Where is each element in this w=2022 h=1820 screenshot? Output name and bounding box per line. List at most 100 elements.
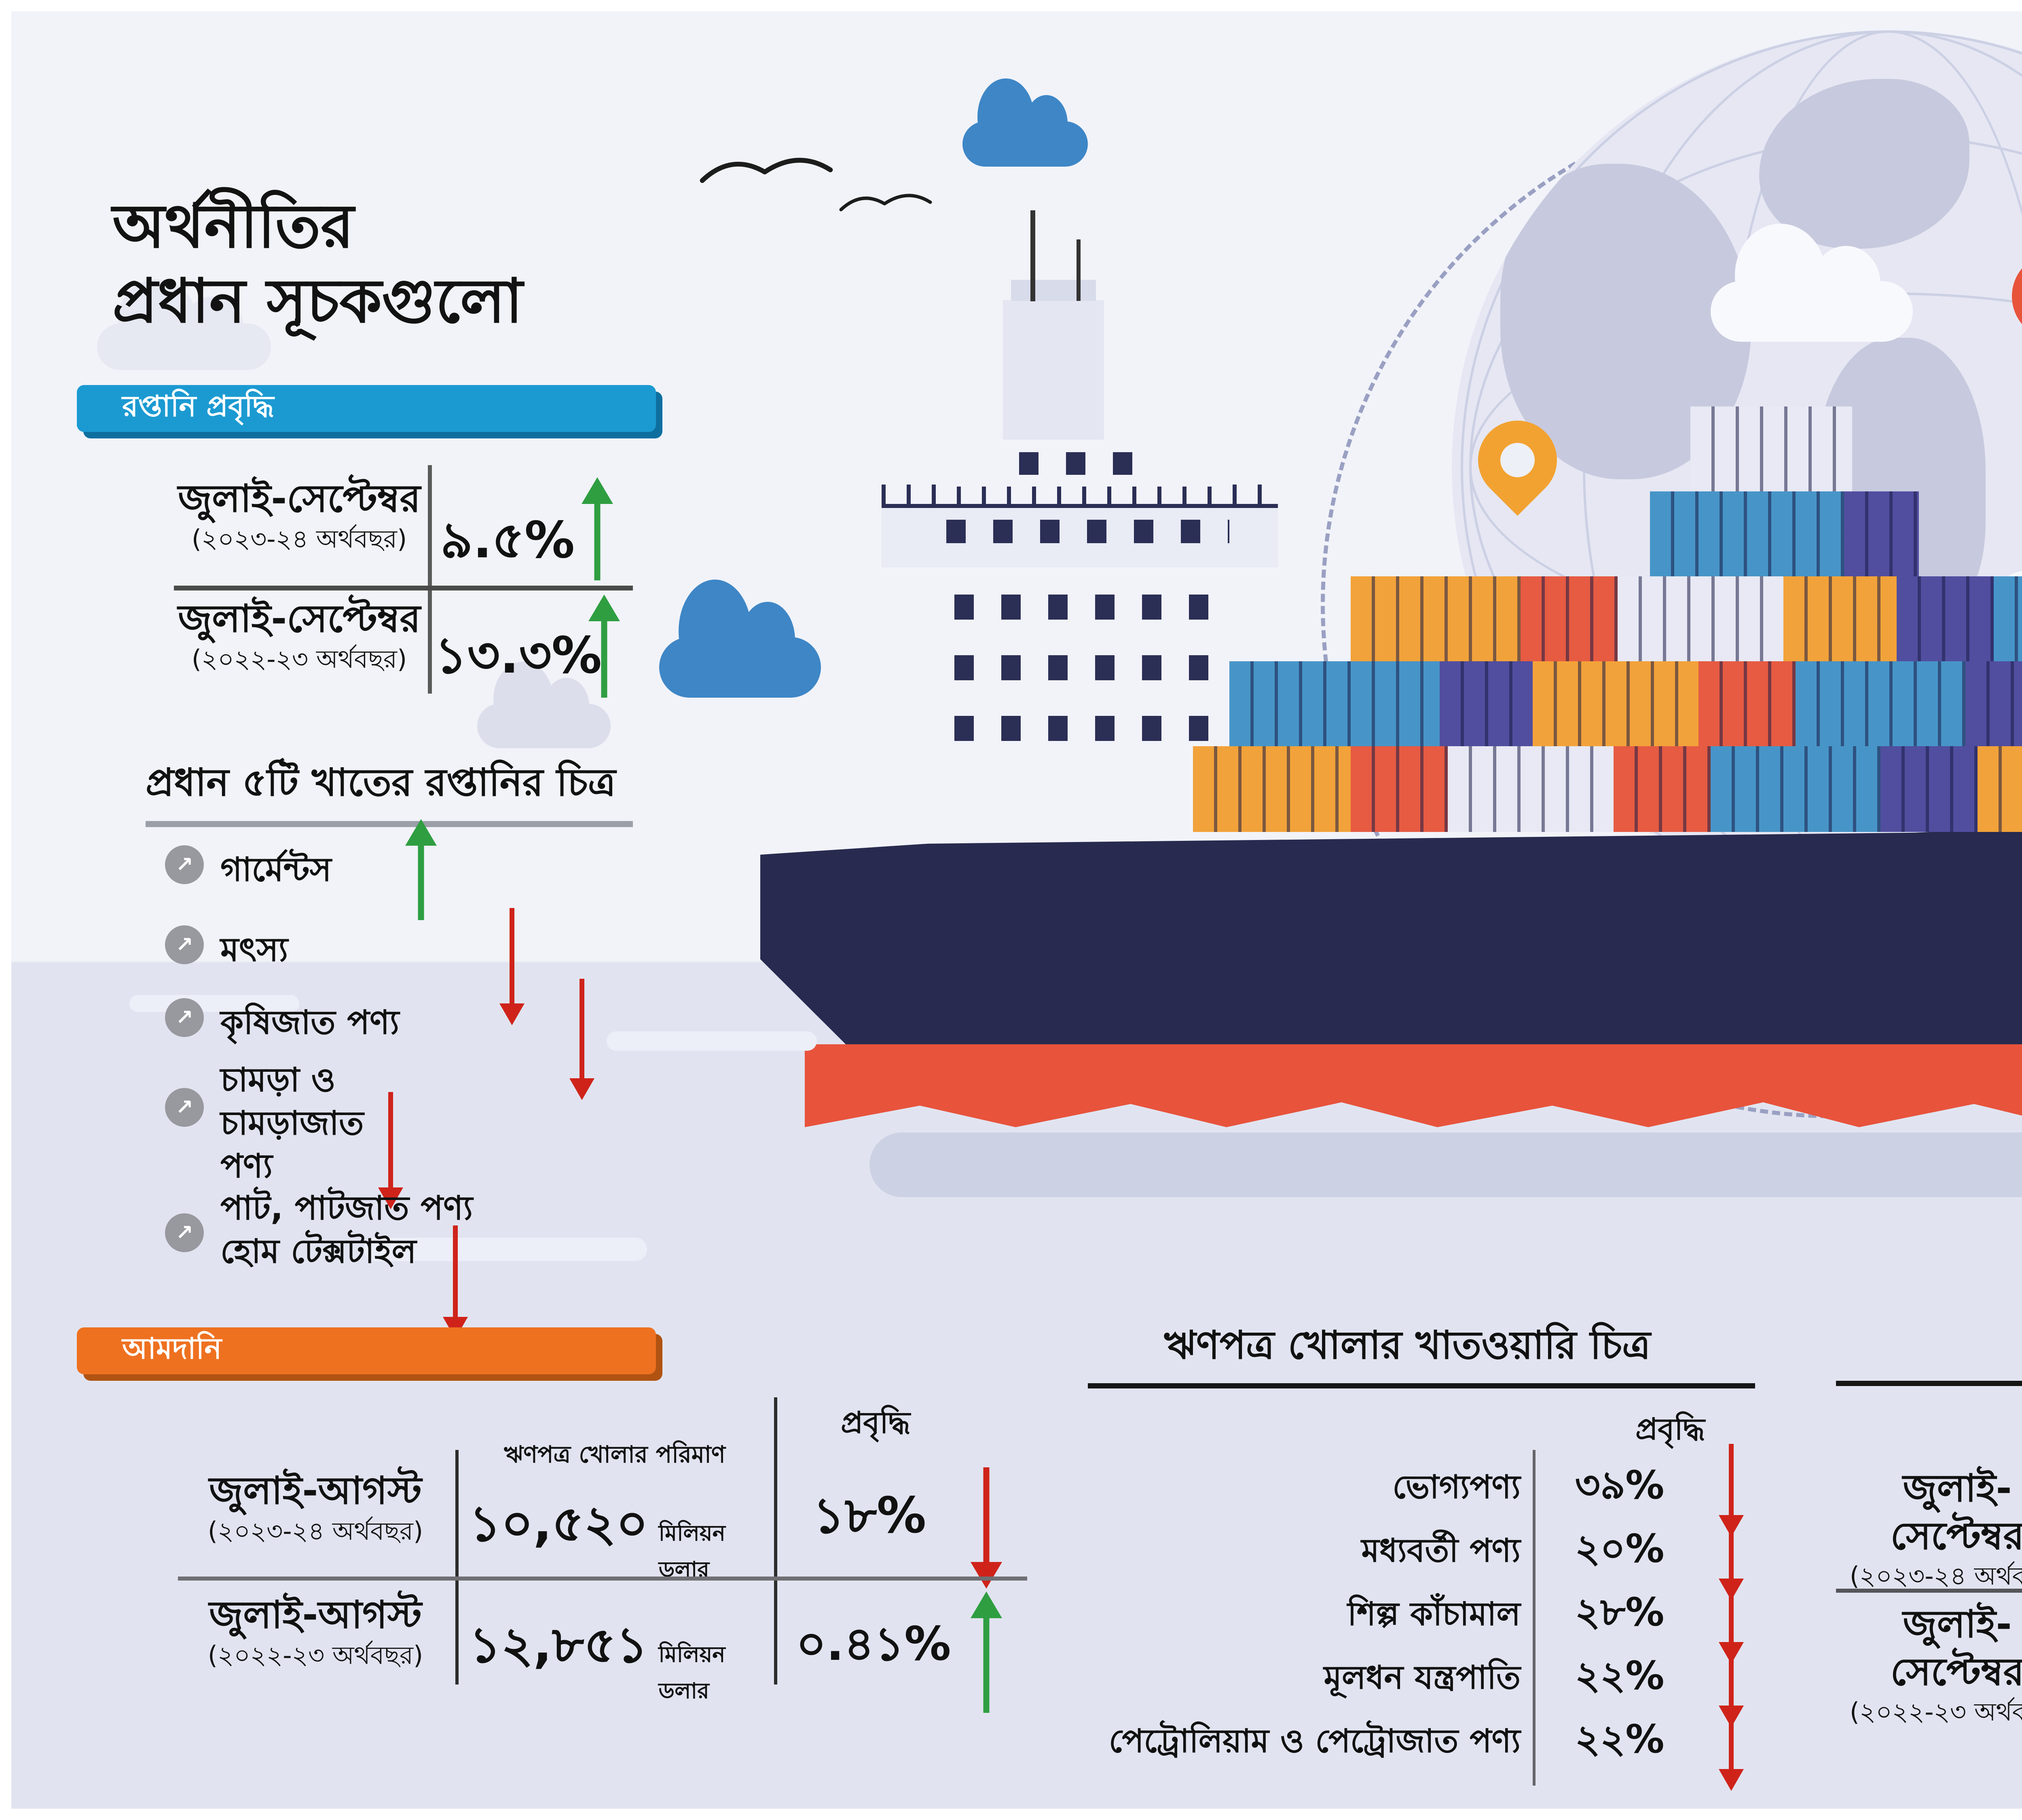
container: [1650, 491, 1844, 577]
import-amount: ১২,৮৫১ মিলিয়ন ডলার: [469, 1606, 768, 1710]
sector-label: চামড়া ও চামড়াজাত পণ্য: [220, 1061, 364, 1186]
bird-icon: [839, 194, 932, 212]
container: [1533, 661, 1698, 747]
container: [1618, 576, 1783, 662]
ship-windows: [954, 595, 1209, 620]
container: [1783, 576, 1897, 662]
container: [1521, 576, 1618, 662]
period-label: জুলাই-আগস্ট: [209, 1593, 422, 1637]
container: [1351, 746, 1448, 832]
bullet-glyph: ↗: [176, 933, 193, 957]
import-amount: ১০,৫২০ মিলিয়ন ডলার: [469, 1485, 768, 1589]
ship-railing: [882, 485, 1278, 508]
bullet-arrow-icon: ↗: [165, 845, 204, 884]
down-arrow-icon: [971, 1467, 1002, 1589]
container: [1351, 576, 1521, 662]
fiscal-year-label: (২০২২-২৩ অর্থবছর): [207, 1640, 423, 1670]
import-row-period: জুলাই-আগস্ট (২০২২-২৩ অর্থবছর): [186, 1591, 445, 1672]
import-growth: ১৮%: [812, 1487, 926, 1544]
period-label: জুলাই-আগস্ট: [209, 1469, 422, 1513]
container: [1994, 576, 2022, 662]
export-section-tag: রপ্তানি প্রবৃদ্ধি: [77, 385, 656, 432]
fiscal-year-label: (২০২৩-২৪ অর্থবছর): [207, 1516, 423, 1546]
cloud: [477, 661, 611, 748]
ship-windows: [954, 716, 1209, 741]
container: [1880, 746, 1978, 832]
section-underline: [1836, 1381, 2022, 1386]
column-divider: [428, 465, 432, 694]
bullet-glyph: ↗: [176, 1095, 193, 1120]
container: [1978, 746, 2022, 832]
container: [1614, 746, 1711, 832]
lc-row-value: ২২%: [1575, 1716, 1665, 1762]
lc-row-value: ৩৯%: [1575, 1462, 1665, 1508]
ship-deckhouse-window: [1019, 452, 1153, 475]
bullet-arrow-icon: ↗: [165, 998, 204, 1037]
growth-header: প্রবৃদ্ধি: [1635, 1412, 1705, 1447]
bullet-arrow-icon: ↗: [165, 925, 204, 964]
up-arrow-icon: [971, 1591, 1002, 1713]
ship-tower-top: [1011, 280, 1096, 301]
page-title-line1: অর্থনীতির: [112, 191, 354, 262]
fiscal-year-label: (২০২৩-২৪ অর্থবছর): [1849, 1561, 2022, 1591]
lc-row-label: মূলধন যন্ত্রপাতি: [1324, 1659, 1521, 1696]
cloud: [97, 279, 271, 370]
lc-row-label: পেট্রোলিয়াম ও পেট্রোজাত পণ্য: [1108, 1722, 1521, 1760]
export-row-period: জুলাই-সেপ্টেম্বর (২০২৩-২৪ অর্থবছর): [174, 475, 425, 555]
import-growth: ০.৪১%: [796, 1617, 951, 1671]
container: [1193, 746, 1351, 832]
sector-label: গার্মেন্টস: [220, 851, 332, 889]
water-streak: [364, 1238, 647, 1261]
lc-row-value: ২০%: [1575, 1526, 1665, 1571]
column-divider: [774, 1397, 777, 1685]
bird-icon: [700, 158, 833, 183]
ship-windows: [954, 655, 1209, 680]
up-arrow-icon: [588, 595, 620, 698]
lc-row-value: ২৮%: [1575, 1589, 1665, 1635]
page-title: অর্থনীতির প্রধান সূচকগুলো: [112, 189, 523, 339]
cloud: [962, 78, 1088, 167]
period-label: জুলাই-সেপ্টেম্বর: [178, 477, 421, 521]
section-underline: [146, 821, 633, 827]
down-arrow-icon: [569, 979, 594, 1100]
export-row-period: জুলাই-সেপ্টেম্বর (২০২২-২৩ অর্থবছর): [174, 595, 425, 675]
bullet-glyph: ↗: [176, 1221, 193, 1245]
growth-header: প্রবৃদ্ধি: [841, 1405, 910, 1440]
import-tag-label: আমদানি: [122, 1331, 222, 1365]
export-tag-label: রপ্তানি প্রবৃদ্ধি: [122, 389, 274, 423]
ship-hull-red-band: [805, 1044, 2022, 1127]
lc-row-label: মধ্যবর্তী পণ্য: [1361, 1532, 1521, 1569]
remittance-section-title: প্রবাসী আয়: [1917, 1314, 2022, 1379]
cloud: [659, 579, 821, 698]
export-sectors-title: প্রধান ৫টি খাতের রপ্তানির চিত্র: [146, 761, 616, 805]
lc-amount-header: ঋণপত্র খোলার পরিমাণ: [504, 1441, 725, 1468]
ship-bridge-windows: [946, 520, 1229, 543]
bullet-arrow-icon: ↗: [165, 1213, 204, 1252]
container: [1698, 661, 1796, 747]
row-divider: [1836, 1589, 2022, 1593]
export-value: ১৩.৩%: [435, 626, 602, 685]
water-streak: [129, 995, 299, 1012]
up-arrow-icon: [405, 819, 437, 920]
column-divider: [1533, 1450, 1536, 1786]
sector-label: মৎস্য: [220, 931, 288, 969]
export-value: ৯.৫%: [440, 511, 575, 569]
remittance-row-period: জুলাই-সেপ্টেম্বর (২০২৩-২৪ অর্থবছর): [1836, 1465, 2022, 1593]
column-divider: [455, 1450, 459, 1685]
fiscal-year-label: (২০২২-২৩ অর্থবছর): [191, 644, 407, 674]
container: [1897, 576, 1994, 662]
period-label: জুলাই-সেপ্টেম্বর: [178, 597, 421, 641]
water-streak: [607, 1031, 817, 1051]
ship-shadow: [869, 1132, 2022, 1197]
fiscal-year-label: (২০২৩-২৪ অর্থবছর): [191, 524, 407, 554]
antenna: [1030, 210, 1035, 301]
container: [1690, 406, 1852, 492]
container: [1711, 746, 1880, 832]
cloud: [1711, 223, 1913, 342]
amount-value: ১০,৫২০: [469, 1495, 648, 1552]
lc-row-value: ২২%: [1575, 1653, 1665, 1698]
bullet-glyph: ↗: [176, 1005, 193, 1030]
period-label: জুলাই-সেপ্টেম্বর: [1890, 1602, 2022, 1694]
bullet-glyph: ↗: [176, 853, 193, 877]
